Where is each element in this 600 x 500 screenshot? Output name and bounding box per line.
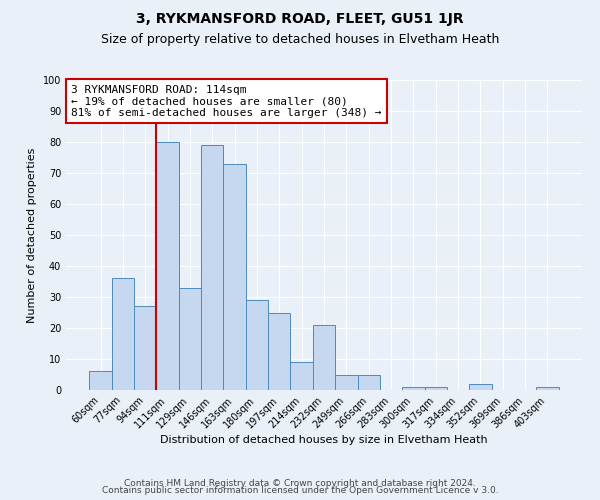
X-axis label: Distribution of detached houses by size in Elvetham Heath: Distribution of detached houses by size … (160, 436, 488, 446)
Y-axis label: Number of detached properties: Number of detached properties (27, 148, 37, 322)
Bar (469, 384, 491, 390)
Bar (223, 164, 246, 390)
Bar (179, 288, 201, 390)
Bar (89, 372, 112, 390)
Bar (536, 387, 559, 390)
Bar (425, 387, 447, 390)
Text: 3 RYKMANSFORD ROAD: 114sqm
← 19% of detached houses are smaller (80)
81% of semi: 3 RYKMANSFORD ROAD: 114sqm ← 19% of deta… (71, 84, 382, 118)
Text: Size of property relative to detached houses in Elvetham Heath: Size of property relative to detached ho… (101, 32, 499, 46)
Bar (358, 374, 380, 390)
Bar (290, 362, 313, 390)
Bar (112, 278, 134, 390)
Bar (201, 145, 223, 390)
Bar (246, 300, 268, 390)
Bar (335, 374, 358, 390)
Text: Contains HM Land Registry data © Crown copyright and database right 2024.: Contains HM Land Registry data © Crown c… (124, 478, 476, 488)
Bar (268, 312, 290, 390)
Text: 3, RYKMANSFORD ROAD, FLEET, GU51 1JR: 3, RYKMANSFORD ROAD, FLEET, GU51 1JR (136, 12, 464, 26)
Bar (402, 387, 425, 390)
Bar (134, 306, 157, 390)
Text: Contains public sector information licensed under the Open Government Licence v : Contains public sector information licen… (101, 486, 499, 495)
Bar (313, 325, 335, 390)
Bar (157, 142, 179, 390)
